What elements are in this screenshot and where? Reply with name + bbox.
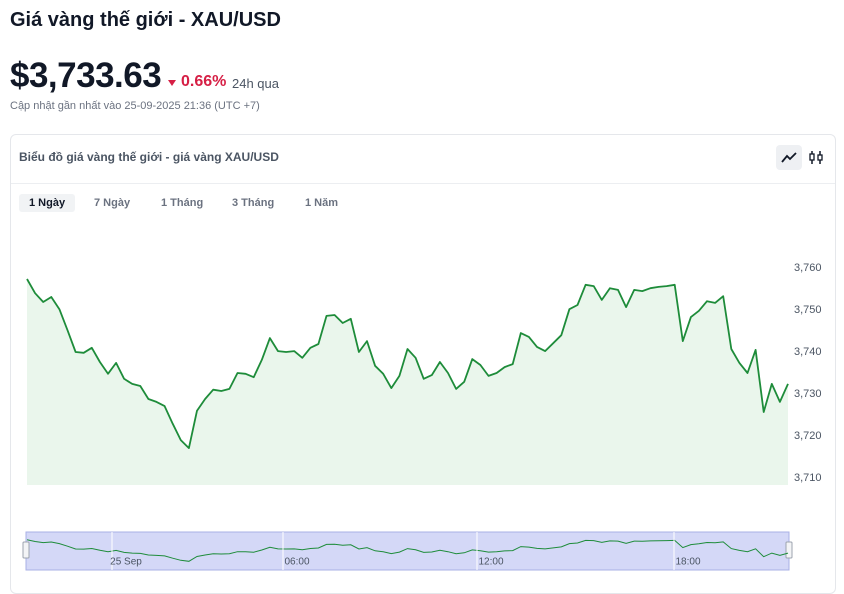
candle-chart-button[interactable] [803,145,829,170]
navigator-line [26,539,789,562]
icon [781,152,797,163]
navigator-label: 06:00 [284,557,309,568]
navigator-handle[interactable] [785,541,793,559]
y-tick-label: 3,760 [794,262,822,274]
period: 24h qua [232,76,279,91]
navigator-label: 12:00 [478,557,503,568]
navigator-handle[interactable] [22,541,30,559]
price: $3,733.63 [10,56,162,95]
y-tick-label: 3,710 [794,472,822,484]
tab[interactable]: 3 Tháng [232,197,275,209]
updated-time: Cập nhật gần nhất vào 25-09-2025 21:36 (… [10,100,260,112]
tab[interactable]: 1 Năm [305,197,339,209]
navigator-label: 25 Sep [110,557,142,568]
separator [11,183,835,184]
y-tick-label: 3,720 [794,430,822,442]
page: {"header": {"title": "Giá vàng thế giới … [10,9,836,594]
chart: 3,710 3,720 3,730 3,740 3,750 3,760 25 Sep 06:0… [22,262,822,571]
y-tick-label: 3,750 [794,304,822,316]
tab[interactable]: 7 Ngày [94,197,131,209]
change: 0.66% [181,73,227,90]
card-title: Biểu đồ giá vàng thế giới - giá vàng XAU… [19,150,279,164]
y-tick-label: 3,740 [794,346,822,358]
icon [809,151,823,164]
line-chart-button[interactable] [776,145,802,170]
price-line [26,278,789,449]
area [27,279,788,485]
page-title: Giá vàng thế giới - XAU/USD [10,9,281,31]
tab[interactable]: 1 Tháng [161,197,204,209]
navigator[interactable] [25,531,790,571]
down-arrow [168,80,176,86]
navigator-label: 18:00 [675,557,700,568]
y-tick-label: 3,730 [794,388,822,400]
tab[interactable]: 1 Ngày [19,194,76,212]
